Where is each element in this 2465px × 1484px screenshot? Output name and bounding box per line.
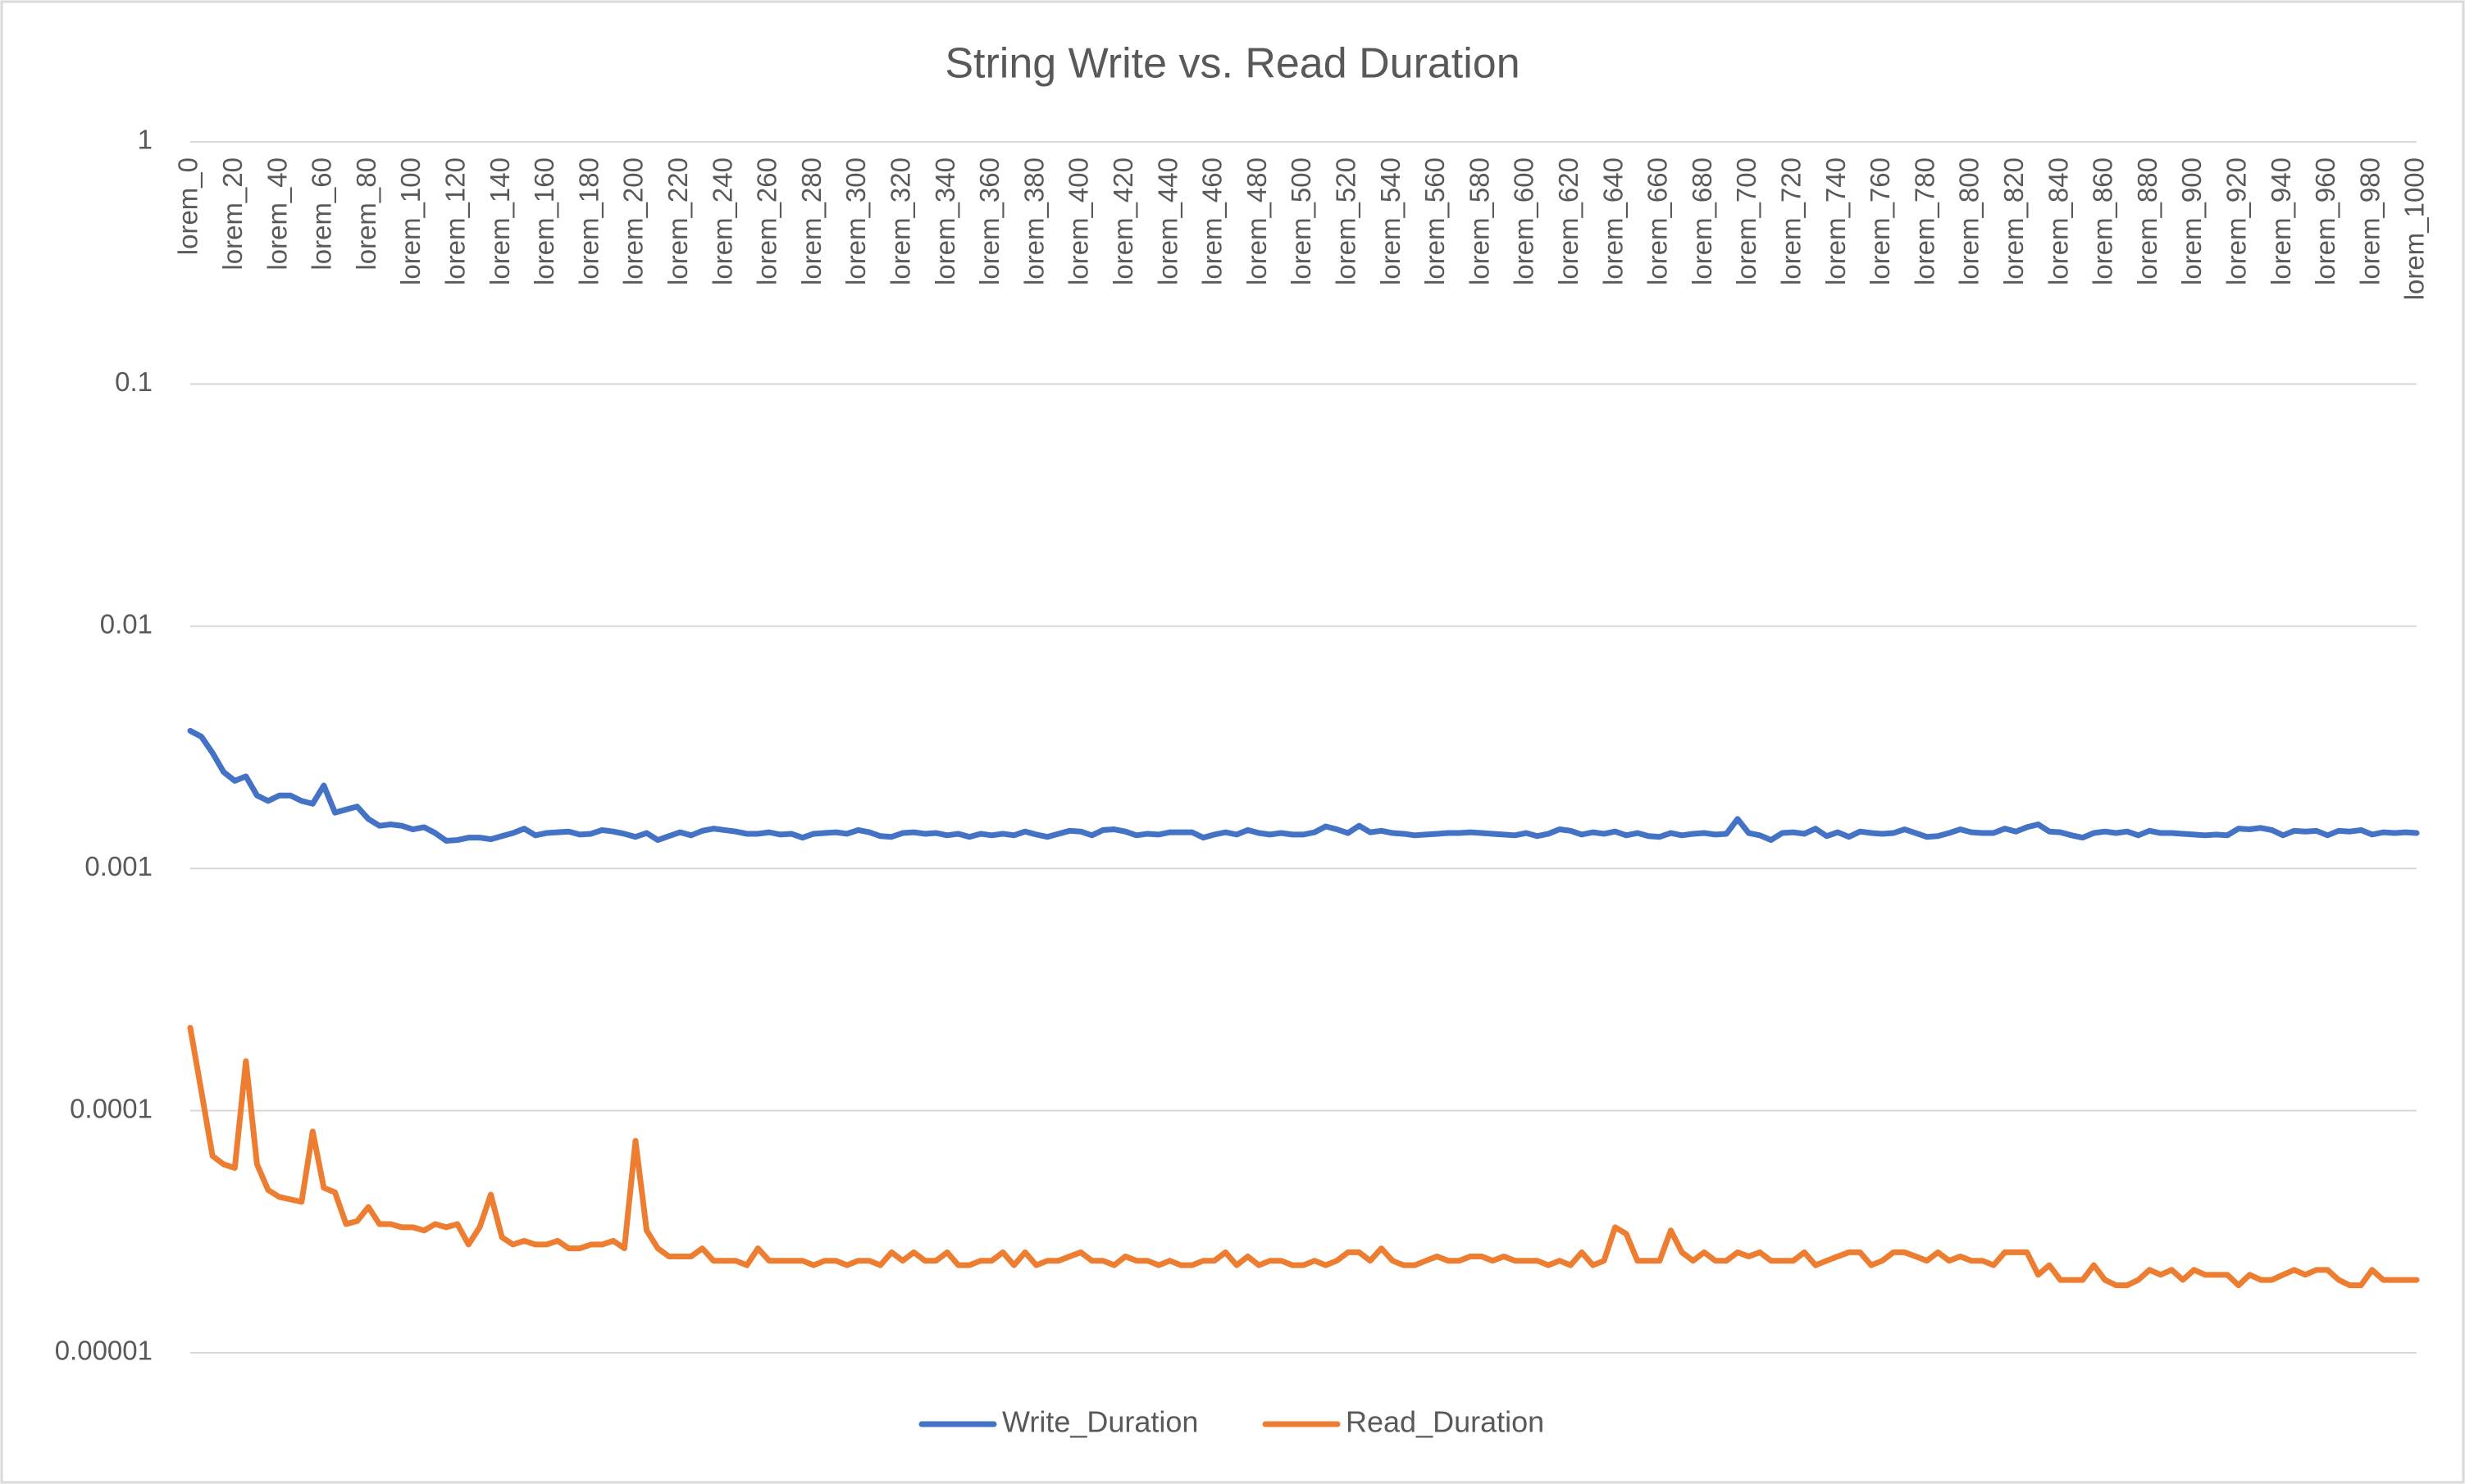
x-tick-label: lorem_420 <box>1108 157 1138 285</box>
x-tick-label: lorem_120 <box>440 157 471 285</box>
x-tick-label: lorem_800 <box>1954 157 1984 285</box>
x-tick-label: lorem_380 <box>1018 157 1049 285</box>
series-line <box>187 727 2420 844</box>
x-tick-label: lorem_160 <box>529 157 559 285</box>
x-tick-label: lorem_280 <box>796 157 827 285</box>
x-tick-label: lorem_580 <box>1464 157 1494 285</box>
x-tick-label: lorem_300 <box>841 157 871 285</box>
x-tick-label: lorem_340 <box>930 157 960 285</box>
x-tick-label: lorem_620 <box>1553 157 1583 285</box>
x-tick-label: lorem_180 <box>573 157 604 285</box>
x-tick-label: lorem_200 <box>618 157 649 285</box>
y-tick-label: 0.001 <box>84 851 153 881</box>
x-tick-label: lorem_220 <box>663 157 693 285</box>
x-tick-label: lorem_720 <box>1776 157 1807 285</box>
x-tick-label: lorem_140 <box>485 157 515 285</box>
series-line <box>187 1024 2420 1289</box>
x-tick-label: lorem_680 <box>1687 157 1717 285</box>
x-tick-label: lorem_1000 <box>2399 157 2430 300</box>
x-tick-label: lorem_20 <box>217 157 248 271</box>
x-tick-label: lorem_40 <box>262 157 292 271</box>
x-tick-label: lorem_440 <box>1152 157 1182 285</box>
x-tick-label: lorem_820 <box>1998 157 2029 285</box>
x-tick-label: lorem_700 <box>1731 157 1761 285</box>
x-tick-label: lorem_100 <box>395 157 426 285</box>
y-tick-label: 0.00001 <box>55 1336 153 1366</box>
x-tick-label: lorem_900 <box>2176 157 2207 285</box>
x-tick-label: lorem_260 <box>752 157 782 285</box>
x-tick-label: lorem_880 <box>2132 157 2162 285</box>
x-tick-label: lorem_600 <box>1509 157 1539 285</box>
x-tick-label: lorem_780 <box>1909 157 1939 285</box>
x-tick-label: lorem_480 <box>1242 157 1272 285</box>
x-tick-label: lorem_740 <box>1820 157 1851 285</box>
x-tick-label: lorem_560 <box>1419 157 1450 285</box>
y-tick-label: 0.0001 <box>70 1093 153 1123</box>
x-tick-label: lorem_360 <box>974 157 1005 285</box>
legend-label: Write_Duration <box>1002 1405 1198 1439</box>
x-tick-label: lorem_320 <box>886 157 916 285</box>
x-tick-label: lorem_920 <box>2221 157 2252 285</box>
x-tick-label: lorem_960 <box>2310 157 2340 285</box>
x-tick-label: lorem_60 <box>307 157 337 271</box>
y-tick-label: 1 <box>138 125 153 155</box>
x-tick-label: lorem_460 <box>1197 157 1228 285</box>
legend-label: Read_Duration <box>1346 1405 1544 1439</box>
x-tick-label: lorem_520 <box>1331 157 1361 285</box>
x-tick-label: lorem_980 <box>2354 157 2385 285</box>
x-tick-label: lorem_940 <box>2266 157 2296 285</box>
x-tick-label: lorem_660 <box>1643 157 1673 285</box>
y-tick-label: 0.01 <box>100 609 153 640</box>
x-tick-label: lorem_860 <box>2088 157 2118 285</box>
chart-title: String Write vs. Read Duration <box>945 40 1520 88</box>
x-tick-label: lorem_760 <box>1865 157 1895 285</box>
y-tick-label: 0.1 <box>115 366 153 397</box>
x-tick-label: lorem_80 <box>351 157 381 271</box>
x-tick-label: lorem_400 <box>1064 157 1094 285</box>
x-tick-label: lorem_840 <box>2043 157 2073 285</box>
x-tick-label: lorem_540 <box>1375 157 1406 285</box>
x-tick-label: lorem_0 <box>173 157 203 255</box>
x-tick-label: lorem_240 <box>707 157 737 285</box>
x-tick-label: lorem_500 <box>1286 157 1316 285</box>
x-tick-label: lorem_640 <box>1597 157 1628 285</box>
